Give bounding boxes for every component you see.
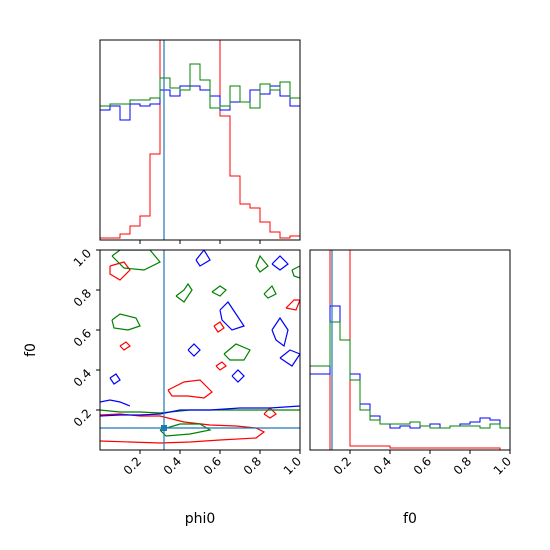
contour-blue-5 <box>109 373 121 385</box>
contour-red-4 <box>119 341 131 351</box>
contour-blue-7 <box>279 349 300 367</box>
contour-red-2 <box>109 261 131 281</box>
contour-blue-9 <box>231 369 245 383</box>
hist-f0-red <box>310 250 510 450</box>
right-xtick-label-3: 0.8 <box>451 454 474 477</box>
joint-xtick-label-0: 0.2 <box>121 454 144 477</box>
hist-phi0-green <box>100 63 300 109</box>
contour-green-4 <box>111 313 141 331</box>
y-axis-label-f0: f0 <box>23 343 39 357</box>
truth-marker <box>161 425 167 431</box>
contour-green-7 <box>263 284 277 299</box>
right-xtick-label-0: 0.2 <box>331 454 354 477</box>
contour-green-8 <box>291 265 300 279</box>
contour-red-3 <box>213 321 225 333</box>
joint-ytick-label-1: 0.4 <box>71 366 94 389</box>
right-xtick-label-2: 0.6 <box>411 454 434 477</box>
hist-f0-green <box>310 321 510 429</box>
hist-phi0-red <box>100 40 300 239</box>
contour-blue-0 <box>100 405 300 417</box>
right-xtick-label-1: 0.4 <box>371 454 394 477</box>
hist-f0-series <box>310 250 510 450</box>
contour-blue-4 <box>187 343 201 357</box>
top-histogram-frame <box>99 39 301 241</box>
joint-ytick-label-4: 1.0 <box>71 246 94 269</box>
joint-xtick-label-4: 1.0 <box>281 454 304 477</box>
x-axis-label-phi0: phi0 <box>185 511 216 527</box>
contour-blue-6 <box>271 316 289 348</box>
right-histogram-frame <box>309 249 511 451</box>
joint-ytick-label-0: 0.2 <box>71 406 94 429</box>
contour-red-5 <box>215 361 227 371</box>
x-axis-label-f0: f0 <box>403 511 417 527</box>
joint-xtick-label-1: 0.4 <box>161 454 184 477</box>
contour-green-2 <box>111 250 161 271</box>
hist-phi0-blue <box>100 85 300 121</box>
contour-red-6 <box>285 299 300 311</box>
joint-contours <box>100 250 300 444</box>
contour-green-3 <box>175 282 193 303</box>
joint-ytick-label-3: 0.8 <box>71 286 94 309</box>
right-xtick-label-4: 1.0 <box>491 454 514 477</box>
contour-green-6 <box>255 254 269 273</box>
contour-green-5 <box>223 343 251 361</box>
contour-red-1 <box>167 379 213 399</box>
joint-xtick-label-3: 0.8 <box>241 454 264 477</box>
contour-blue-3 <box>219 301 245 331</box>
contour-green-9 <box>211 285 227 297</box>
joint-panel-frame <box>99 249 301 451</box>
contour-blue-2 <box>195 250 211 267</box>
joint-ytick-label-2: 0.6 <box>71 326 94 349</box>
joint-xtick-label-2: 0.6 <box>201 454 224 477</box>
contour-blue-8 <box>271 255 289 271</box>
contour-blue-1 <box>100 399 131 407</box>
contour-green-1 <box>159 423 212 437</box>
hist-phi0-series <box>100 40 300 239</box>
